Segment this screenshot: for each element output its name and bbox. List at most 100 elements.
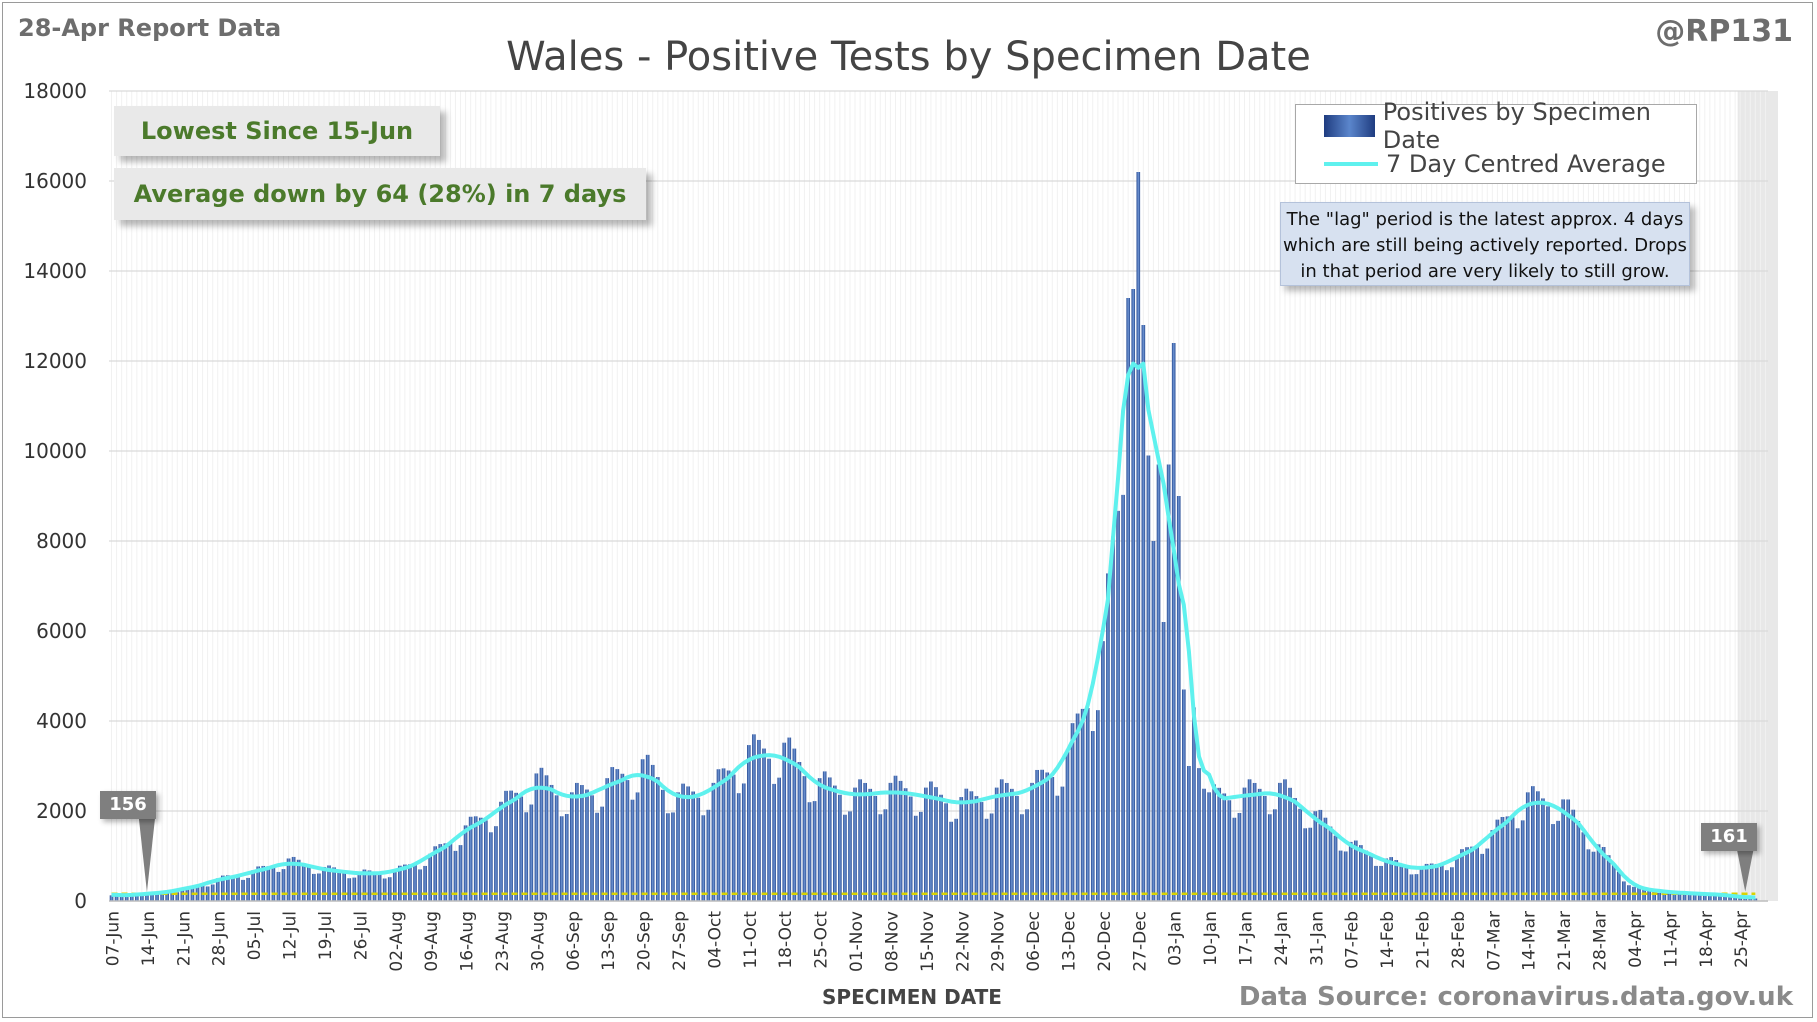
callout-start-value: 156 [100, 791, 156, 819]
bar-positives [1525, 792, 1530, 901]
bar-positives [661, 789, 665, 901]
bar-positives [620, 773, 625, 901]
x-tick-label: 13-Dec [1059, 911, 1079, 972]
x-tick-label: 15-Nov [918, 911, 938, 972]
bar-positives [382, 878, 387, 901]
bar-positives [686, 786, 690, 901]
bar-positives [357, 871, 362, 901]
x-tick-label: 20-Sep [635, 911, 655, 971]
bar-positives [1283, 779, 1287, 901]
x-tick-label: 18-Oct [776, 911, 796, 969]
bar-positives [1515, 828, 1520, 901]
y-tick-label: 6000 [36, 619, 87, 643]
bar-positives [1055, 795, 1060, 901]
bar-positives [1222, 793, 1227, 901]
bar-positives [969, 791, 974, 901]
bar-positives [1470, 846, 1474, 901]
bar-positives [1080, 708, 1085, 901]
x-tick-label: 16-Aug [458, 911, 478, 972]
bar-positives [853, 787, 857, 901]
bar-positives [650, 764, 655, 901]
bar-positives [1227, 800, 1232, 901]
x-tick-label: 03-Jan [1166, 911, 1186, 966]
bar-positives [726, 770, 731, 901]
bar-positives [843, 814, 847, 901]
bar-positives [1445, 870, 1449, 901]
bar-positives [711, 782, 716, 901]
average-change-text: Average down by 64 (28%) in 7 days [133, 180, 627, 208]
bar-positives [1753, 898, 1758, 901]
bar-positives [1151, 541, 1156, 901]
bar-positives [1490, 830, 1495, 901]
bar-positives [944, 803, 948, 901]
x-tick-label: 14-Feb [1378, 911, 1398, 969]
x-tick-label: 07-Jun [104, 911, 124, 966]
x-tick-label: 13-Sep [599, 911, 619, 971]
bar-positives [1622, 881, 1626, 901]
bar-positives [438, 844, 443, 901]
x-tick-label: 11-Apr [1661, 911, 1681, 968]
bar-positives [772, 783, 776, 901]
bar-positives [1541, 798, 1545, 901]
bar-positives [625, 780, 630, 901]
bar-positives [271, 867, 276, 901]
bar-positives [180, 889, 185, 901]
y-tick-label: 0 [74, 889, 87, 913]
bar-positives [306, 866, 311, 901]
bar-positives [342, 872, 347, 901]
bar-positives [256, 866, 261, 901]
bar-positives [226, 875, 230, 901]
bar-positives [433, 846, 438, 901]
bar-positives [610, 767, 615, 901]
lag-note-line-3: in that period are very likely to still … [1300, 261, 1670, 282]
bar-positives [666, 813, 670, 901]
bar-positives [1510, 817, 1515, 901]
bar-positives [1348, 841, 1353, 901]
bar-positives [529, 804, 534, 901]
bar-positives [1728, 896, 1732, 901]
bar-positives [539, 767, 544, 901]
bar-positives [787, 737, 792, 901]
bar-positives [1374, 865, 1378, 901]
bar-positives [322, 866, 326, 901]
bar-positives [832, 785, 837, 901]
bar-positives [1627, 885, 1631, 901]
bar-positives [483, 820, 488, 901]
bar-positives [1439, 864, 1444, 901]
bar-positives [645, 754, 650, 901]
bar-positives [1738, 896, 1743, 901]
bar-positives [1217, 787, 1222, 901]
bar-positives [1601, 847, 1606, 901]
bar-positives [1505, 816, 1510, 901]
bar-positives [1551, 824, 1555, 901]
bar-positives [964, 788, 969, 901]
bar-positives [1520, 820, 1525, 901]
callout-start-pointer [138, 819, 155, 892]
bar-positives [1389, 857, 1394, 901]
bar-positives [124, 894, 129, 901]
bar-positives [1060, 786, 1065, 901]
bar-positives [1293, 798, 1297, 901]
x-tick-label: 29-Nov [989, 911, 1009, 972]
x-tick-label: 01-Nov [847, 911, 867, 972]
bar-positives [1298, 808, 1302, 901]
bar-positives [1267, 814, 1272, 901]
x-tick-label: 10-Jan [1201, 911, 1221, 966]
bar-positives [155, 892, 159, 901]
bar-positives [600, 806, 604, 901]
bar-positives [999, 779, 1004, 901]
bar-positives [858, 779, 862, 901]
bar-positives [585, 789, 589, 901]
bar-positives [1040, 769, 1045, 901]
bar-positives [1262, 795, 1267, 901]
bar-positives [1192, 707, 1196, 901]
bar-positives [413, 864, 417, 901]
bar-positives [418, 869, 422, 901]
bar-positives [514, 792, 518, 901]
report-date-label: 28-Apr Report Data [18, 14, 282, 42]
bar-positives [296, 859, 301, 901]
bar-positives [1611, 863, 1616, 901]
bar-positives [564, 814, 569, 901]
bar-positives [367, 870, 372, 901]
bar-positives [327, 865, 331, 901]
